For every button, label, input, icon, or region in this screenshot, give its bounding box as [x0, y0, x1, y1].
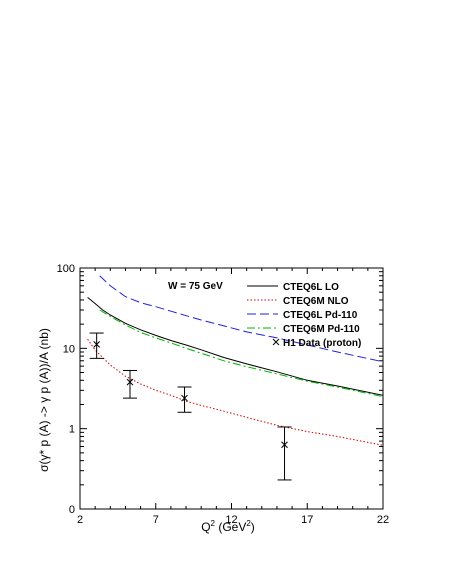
legend-label-3: CTEQ6M Pd-110 — [283, 324, 360, 335]
legend-marker — [272, 338, 280, 346]
x-tick-label: 12 — [225, 514, 237, 526]
data-point-marker — [93, 341, 101, 348]
y-tick-label: 1 — [69, 424, 75, 436]
data-point-marker — [281, 441, 288, 449]
data-point-marker — [126, 378, 134, 386]
x-tick-label: 17 — [301, 514, 313, 526]
y-tick-label: 10 — [63, 343, 75, 355]
x-axis-label-sup2: 2 — [246, 519, 251, 528]
legend-label-0: CTEQ6L LO — [283, 282, 339, 293]
x-axis-label-rest: (GeV — [215, 520, 246, 534]
x-axis-label-end: ) — [251, 520, 255, 534]
x-axis-label: Q2 (GeV2) — [201, 519, 255, 534]
chart-annotation: W = 75 GeV — [168, 281, 223, 292]
y-tick-label: 100 — [57, 263, 75, 275]
y-axis-label: σ(γ* p (A) -> γ p (A))/A (nb) — [37, 328, 51, 472]
legend-label-data: H1 Data (proton) — [283, 338, 361, 349]
x-tick-label: 7 — [153, 514, 159, 526]
series-line-1 — [87, 338, 384, 446]
x-axis-label-sup: 2 — [211, 519, 216, 528]
legend: CTEQ6L LO CTEQ6M NLO CTEQ6L Pd-110 CTEQ6M P… — [247, 282, 361, 349]
legend-label-2: CTEQ6L Pd-110 — [283, 310, 358, 321]
series-line-2 — [99, 275, 384, 363]
series-line-0 — [87, 297, 384, 396]
data-point-marker — [181, 394, 188, 402]
series-line-3 — [99, 309, 384, 398]
x-tick-label: 22 — [377, 514, 389, 526]
data-points-layer — [89, 332, 292, 481]
y-tick-label: 0 — [69, 504, 75, 516]
legend-label-1: CTEQ6M NLO — [283, 296, 349, 307]
x-tick-label: 2 — [77, 514, 83, 526]
x-axis-label-main: Q — [201, 520, 210, 534]
series-layer — [87, 275, 384, 446]
